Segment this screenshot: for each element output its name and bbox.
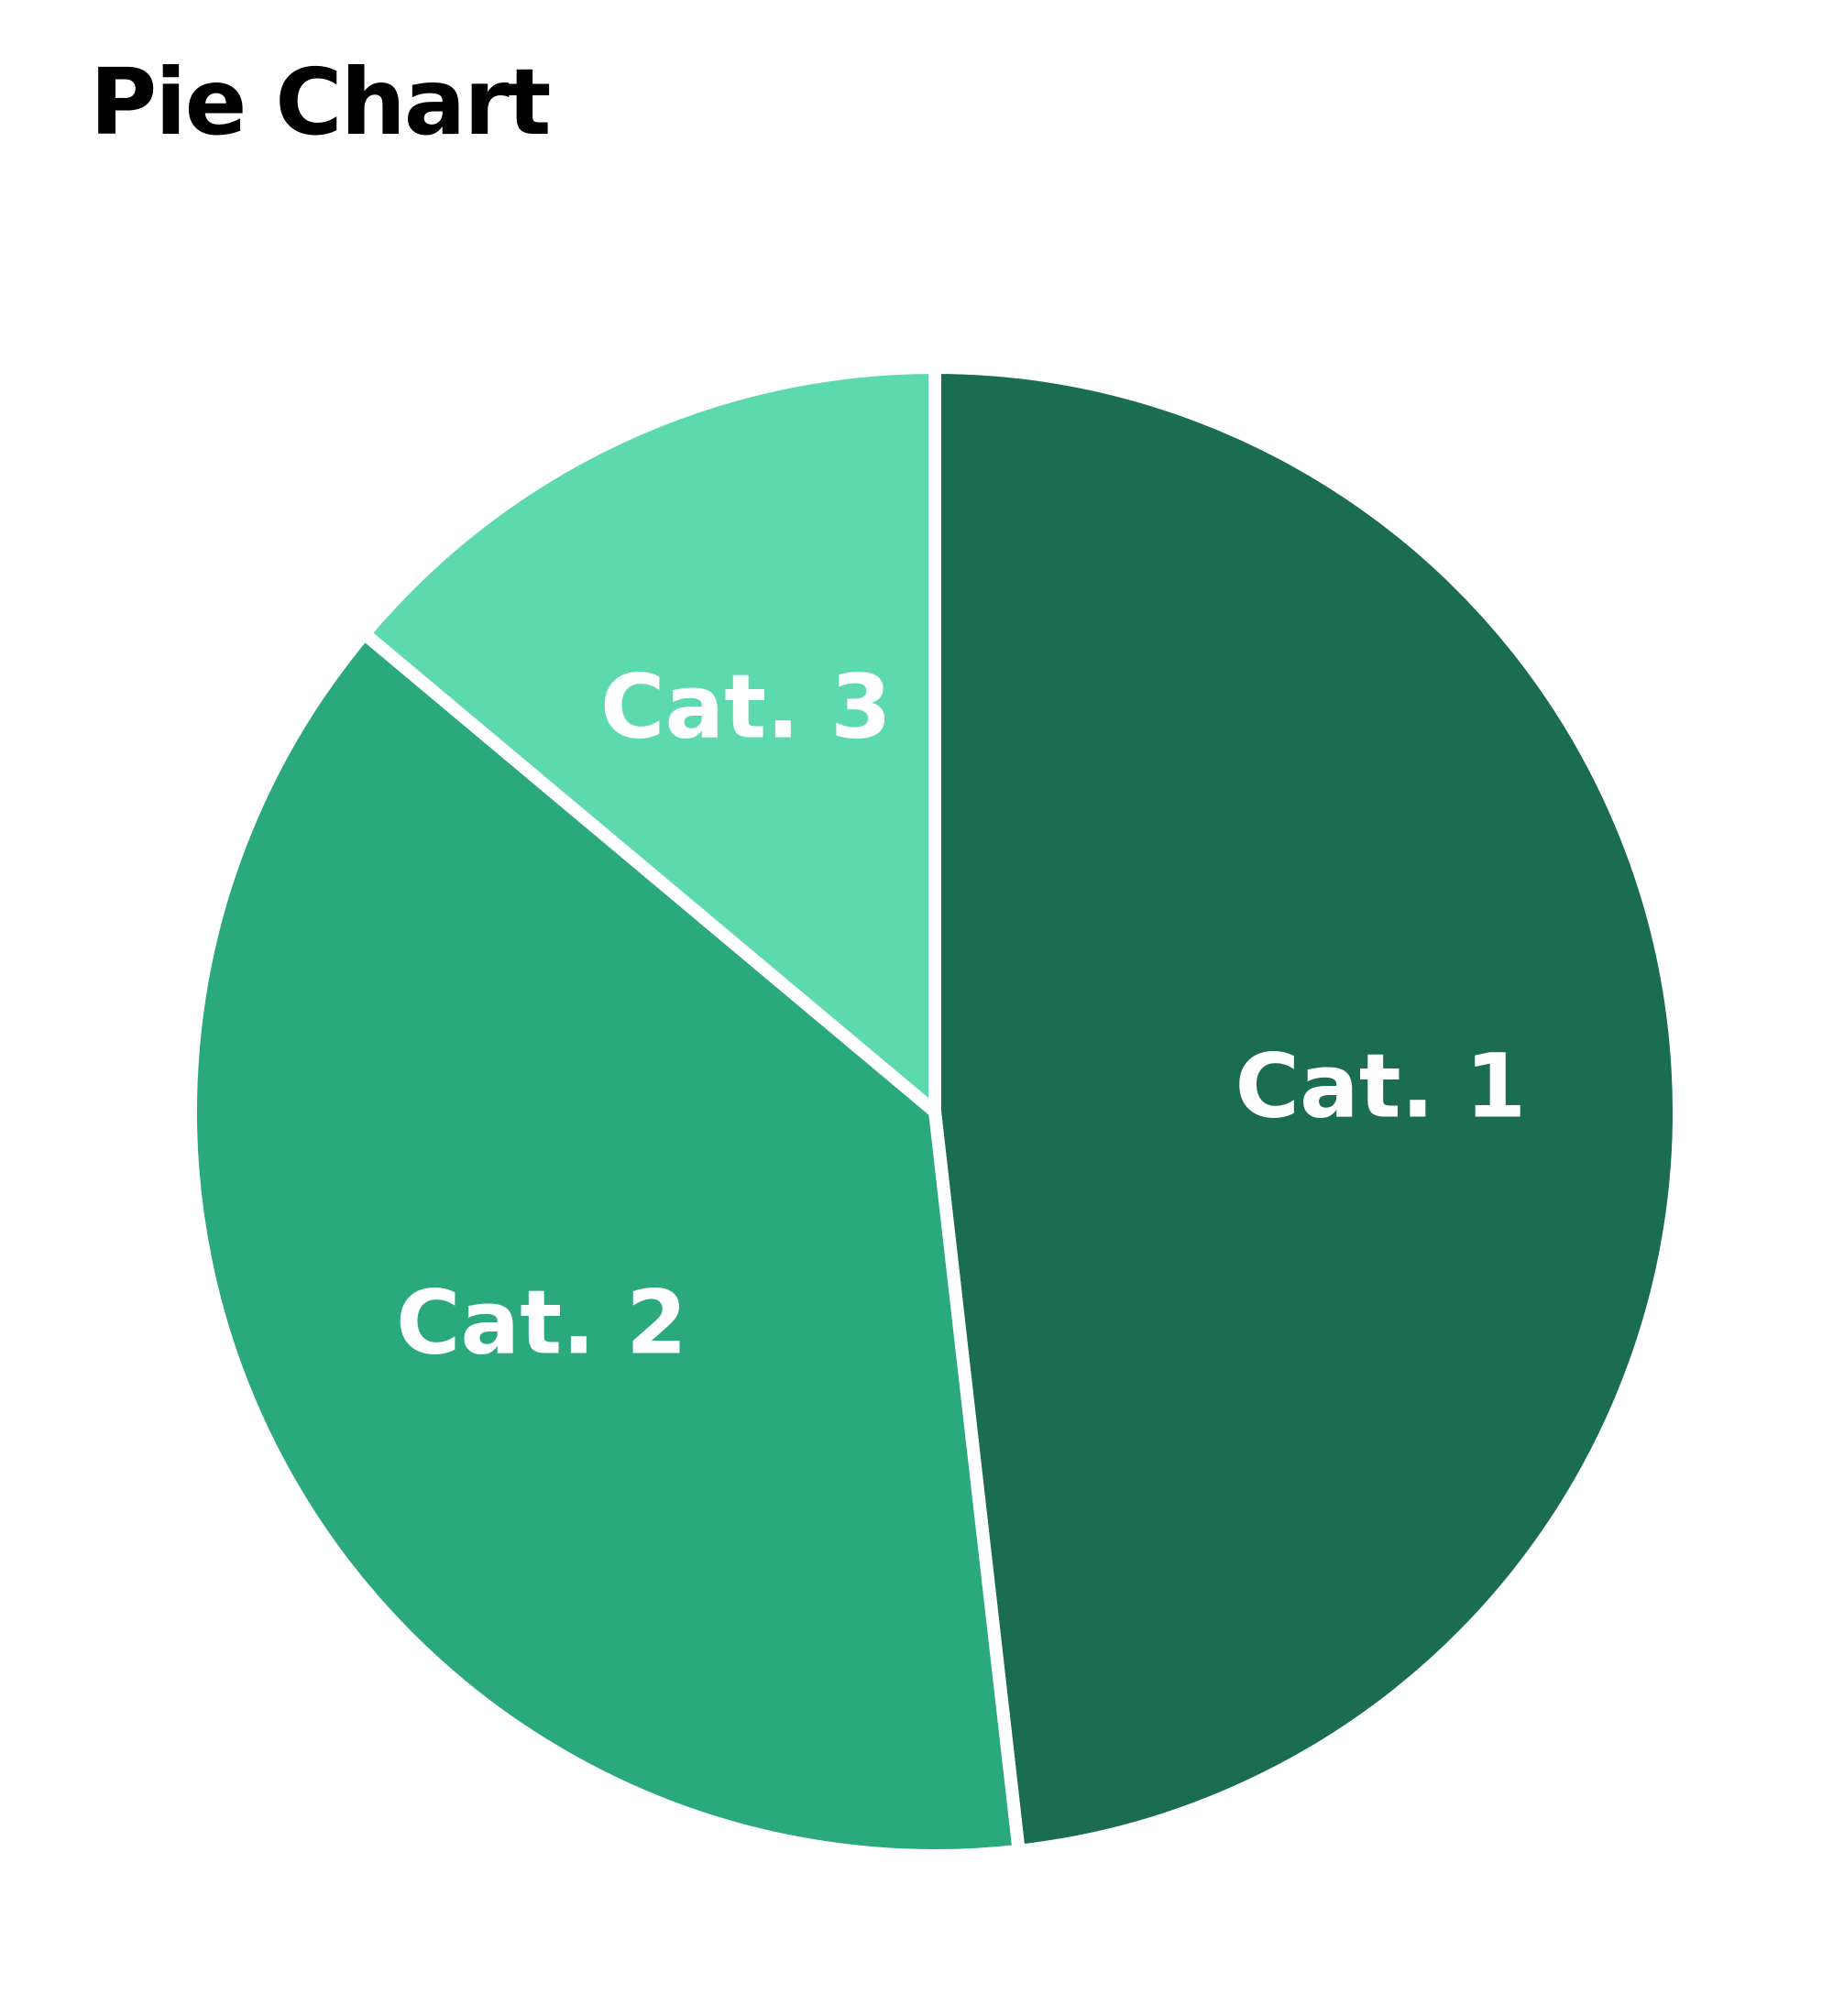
pie-slice-label-1: Cat. 1: [1235, 1035, 1527, 1137]
pie-slice-1: [928, 360, 1685, 1858]
pie-slice-3: [355, 360, 941, 1125]
pie-slice-label-3: Cat. 3: [600, 656, 892, 759]
chart-title: Pie Chart: [90, 49, 551, 156]
pie-slice-2: [184, 624, 1026, 1862]
pie-slices: [184, 360, 1685, 1862]
pie-labels: Cat. 1 Cat. 2 Cat. 3: [396, 656, 1526, 1375]
pie-slice-label-2: Cat. 2: [396, 1272, 687, 1375]
